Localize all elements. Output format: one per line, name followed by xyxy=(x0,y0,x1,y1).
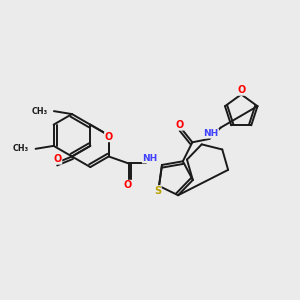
Text: CH₃: CH₃ xyxy=(13,144,29,153)
Text: O: O xyxy=(53,154,62,164)
Text: O: O xyxy=(124,180,132,190)
Text: O: O xyxy=(105,132,113,142)
Text: CH₃: CH₃ xyxy=(31,106,47,116)
Text: S: S xyxy=(154,186,161,196)
Text: O: O xyxy=(237,85,245,95)
Text: NH: NH xyxy=(203,129,218,138)
Text: NH: NH xyxy=(142,154,158,163)
Text: O: O xyxy=(175,120,183,130)
